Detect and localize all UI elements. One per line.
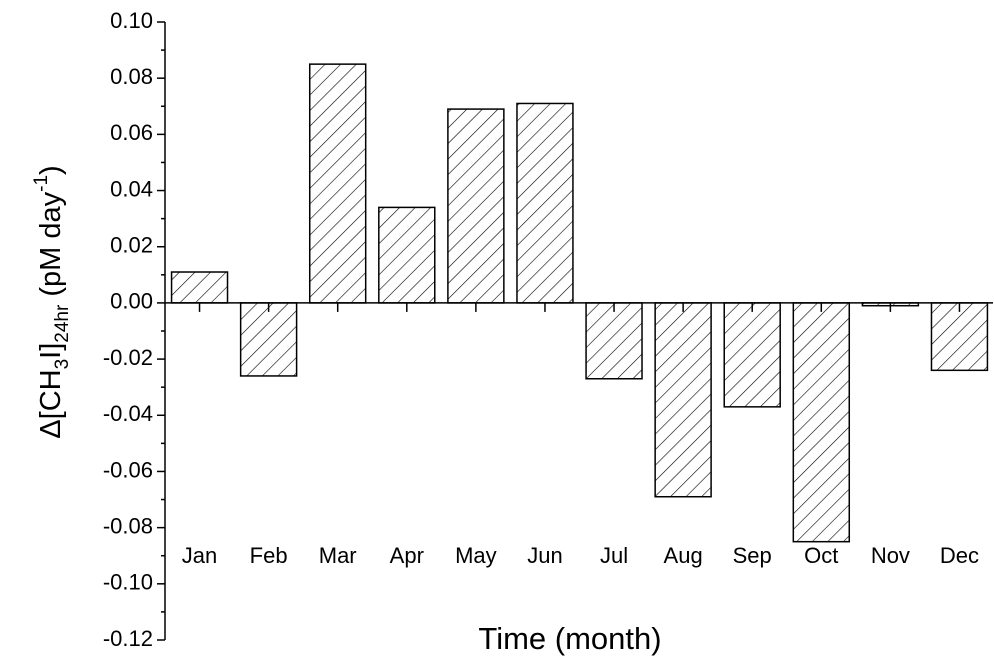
y-tick-label: -0.10 [103, 570, 153, 595]
y-tick-label: 0.00 [110, 289, 153, 314]
bar [378, 206, 436, 304]
x-tick-label: Jan [182, 543, 217, 568]
y-tick-label: 0.08 [110, 64, 153, 89]
x-tick-label: Mar [319, 543, 357, 568]
y-tick-label: -0.12 [103, 626, 153, 651]
x-tick-label: May [455, 543, 497, 568]
y-label-part: 24hr [52, 304, 73, 343]
x-tick-label: Sep [733, 543, 772, 568]
x-tick-label: Jun [527, 543, 562, 568]
bar [654, 302, 712, 498]
bar [447, 108, 505, 304]
y-label-part: I] [35, 343, 67, 359]
bar [930, 302, 989, 372]
x-tick-label: Aug [664, 543, 703, 568]
x-tick-label: Feb [250, 543, 288, 568]
y-tick-label: 0.06 [110, 120, 153, 145]
y-tick-label: 0.04 [110, 176, 153, 201]
x-tick-label: Dec [940, 543, 979, 568]
y-tick-label: -0.02 [103, 345, 153, 370]
y-tick-label: -0.06 [103, 457, 153, 482]
bar [516, 102, 574, 304]
y-tick-label: 0.02 [110, 233, 153, 258]
y-label-part: 3 [52, 359, 73, 370]
bar [792, 302, 851, 543]
y-axis-label: Δ[CH3I]24hr (pM day-1) [31, 165, 73, 438]
y-tick-label: 0.10 [110, 8, 153, 33]
bar [170, 271, 229, 304]
x-axis-label: Time (month) [478, 621, 661, 656]
x-tick-label: Jul [600, 543, 628, 568]
y-tick-label: -0.08 [103, 513, 153, 538]
y-label-part: ) [35, 165, 67, 175]
bar [585, 302, 643, 380]
y-tick-label: -0.04 [103, 401, 153, 426]
bar [239, 302, 298, 377]
y-label-part: -1 [31, 175, 52, 192]
bar [723, 302, 781, 408]
x-tick-label: Apr [390, 543, 424, 568]
x-tick-label: Oct [804, 543, 838, 568]
x-tick-label: Nov [871, 543, 910, 568]
y-label-part: Δ[CH [35, 369, 67, 438]
y-label-part: (pM day [35, 191, 67, 304]
bar [308, 63, 367, 304]
